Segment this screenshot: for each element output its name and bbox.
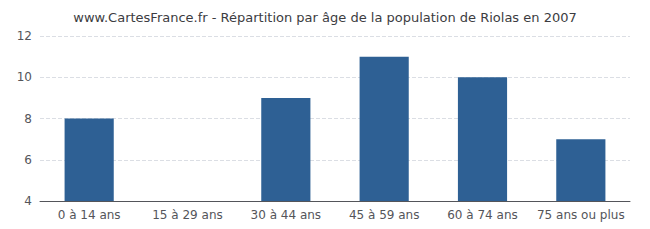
svg-text:4: 4	[24, 194, 32, 208]
svg-text:10: 10	[17, 70, 32, 84]
svg-text:15 à 29 ans: 15 à 29 ans	[152, 208, 223, 222]
svg-text:60 à 74 ans: 60 à 74 ans	[447, 208, 518, 222]
svg-text:8: 8	[24, 112, 32, 126]
svg-text:www.CartesFrance.fr - Répartit: www.CartesFrance.fr - Répartition par âg…	[73, 10, 576, 25]
svg-text:45 à 59 ans: 45 à 59 ans	[349, 208, 420, 222]
svg-text:6: 6	[24, 153, 32, 167]
svg-text:0 à 14 ans: 0 à 14 ans	[58, 208, 121, 222]
svg-text:12: 12	[17, 29, 32, 43]
svg-text:75 ans ou plus: 75 ans ou plus	[537, 208, 625, 222]
svg-text:30 à 44 ans: 30 à 44 ans	[251, 208, 322, 222]
